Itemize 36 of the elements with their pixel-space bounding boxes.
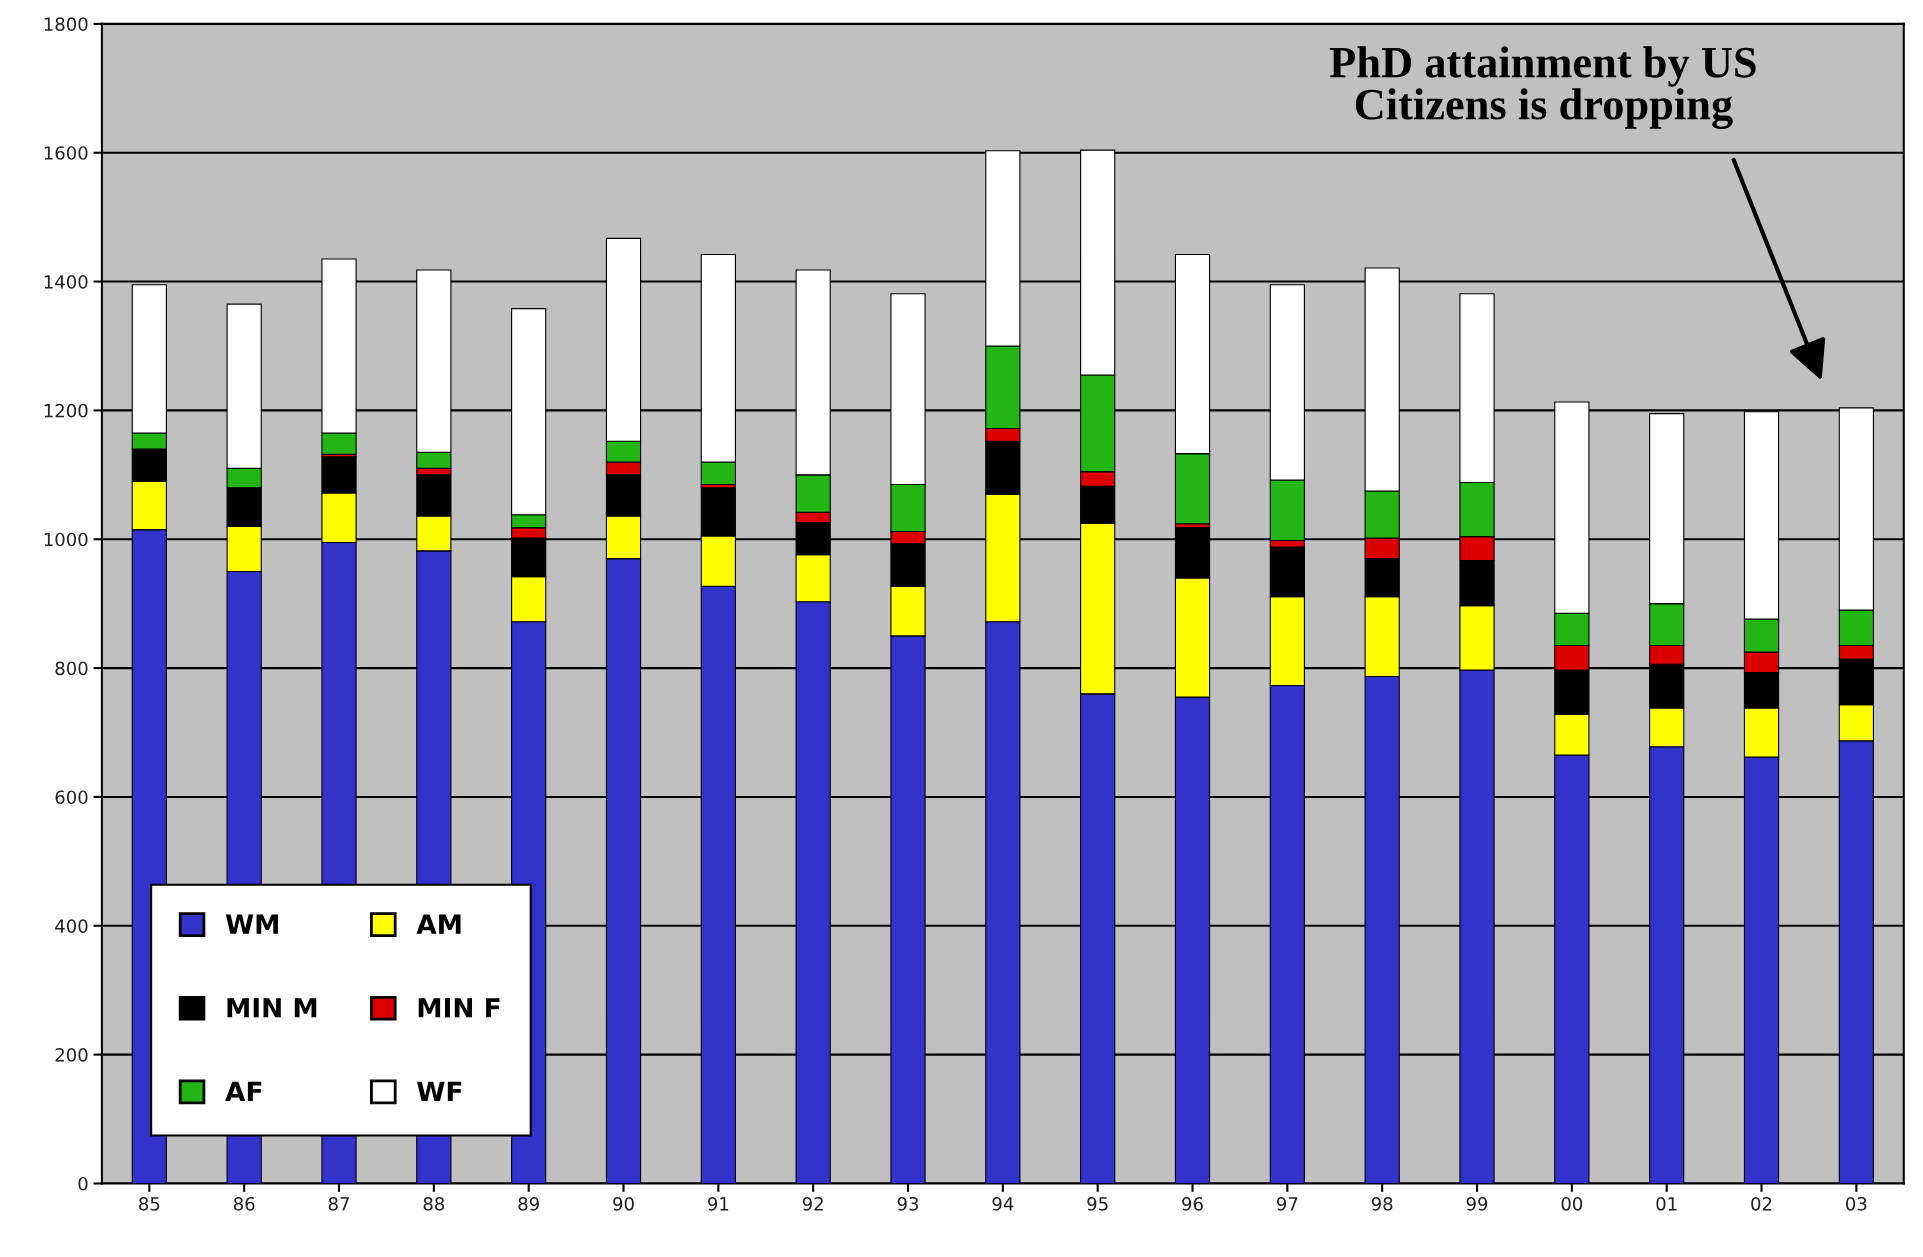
legend-label: MIN F — [418, 998, 500, 1018]
x-tick-label: 00 — [1561, 1196, 1583, 1211]
legend-label: WM — [225, 914, 278, 934]
x-tick-label: 89 — [518, 1196, 539, 1211]
y-tick-label: 800 — [55, 661, 88, 676]
y-tick-label: 400 — [55, 919, 88, 933]
y-tick-label: 600 — [55, 790, 88, 805]
legend-label: MIN M — [227, 998, 317, 1018]
y-tick-label: 1800 — [44, 17, 88, 31]
x-tick-label: 01 — [1656, 1196, 1677, 1211]
x-tick-label: 03 — [1846, 1196, 1867, 1211]
x-tick-label: 86 — [233, 1196, 255, 1211]
x-tick-label: 99 — [1466, 1196, 1488, 1211]
x-tick-label: 96 — [1182, 1196, 1203, 1211]
x-tick-label: 87 — [328, 1196, 349, 1211]
y-tick-label: 1400 — [44, 275, 88, 289]
y-tick-label: 1200 — [44, 403, 88, 418]
y-tick-label: 0 — [78, 1176, 88, 1191]
x-tick-label: 98 — [1371, 1196, 1393, 1211]
x-tick-label: 91 — [707, 1196, 729, 1211]
y-tick-label: 200 — [55, 1048, 88, 1062]
x-tick-label: 88 — [423, 1196, 445, 1211]
y-tick-label: 1600 — [44, 146, 88, 160]
legend-label: WF — [417, 1081, 462, 1101]
y-tick-label: 1000 — [44, 532, 88, 547]
legend-label: AM — [416, 914, 461, 934]
x-tick-label: 92 — [802, 1196, 823, 1211]
x-tick-label: 93 — [897, 1196, 919, 1211]
x-tick-label: 85 — [139, 1196, 160, 1211]
x-tick-label: 02 — [1751, 1196, 1772, 1211]
legend-label: AF — [225, 1081, 262, 1101]
x-tick-label: 94 — [992, 1196, 1014, 1211]
x-tick-label: 95 — [1087, 1196, 1108, 1211]
x-tick-label: 90 — [613, 1196, 634, 1211]
annotation: PhD attainment by US Citizens is dropping — [1329, 46, 1756, 129]
x-tick-label: 97 — [1277, 1196, 1298, 1211]
